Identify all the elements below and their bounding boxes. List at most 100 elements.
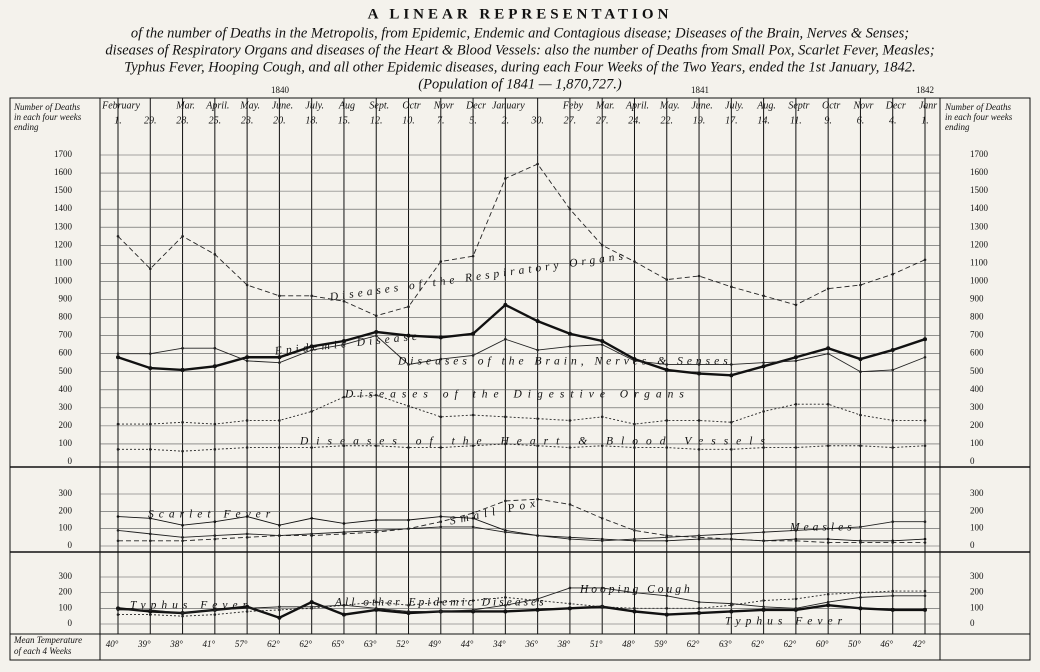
- point: [342, 530, 346, 534]
- point: [374, 607, 378, 610]
- point: [213, 253, 217, 256]
- point: [504, 603, 507, 607]
- point: [213, 448, 217, 451]
- y-tick-label: 1700: [54, 149, 73, 159]
- x-tick-label: 27.: [596, 115, 609, 126]
- point: [374, 444, 378, 448]
- point: [761, 607, 766, 612]
- point: [278, 446, 281, 449]
- x-tick-label: 1.: [921, 115, 929, 126]
- point: [633, 359, 636, 363]
- point: [504, 442, 507, 446]
- x-tick-label: 12.: [370, 115, 383, 126]
- y-tick-label: 0: [970, 456, 975, 466]
- series-line: [118, 587, 925, 614]
- point: [310, 348, 313, 352]
- y-tick-label: 1200: [970, 239, 989, 249]
- temperature: 46°: [880, 639, 893, 649]
- point: [826, 402, 830, 406]
- point: [180, 367, 185, 372]
- temperature: 65°: [332, 639, 345, 649]
- point: [891, 419, 895, 422]
- temperature: 48°: [622, 639, 635, 649]
- point: [310, 516, 313, 520]
- point: [148, 539, 152, 543]
- point: [762, 599, 765, 602]
- y-tick-label: 400: [970, 384, 984, 394]
- temperature: 36°: [524, 639, 538, 649]
- y-tick-label: 1600: [54, 167, 73, 177]
- y-tick-label: 800: [59, 312, 73, 322]
- point: [633, 422, 636, 426]
- x-tick-label: 11.: [790, 115, 802, 126]
- point: [374, 529, 378, 532]
- point: [407, 404, 410, 408]
- point: [730, 537, 733, 541]
- series-line: [117, 600, 925, 620]
- point: [471, 444, 475, 448]
- point: [826, 352, 830, 355]
- point: [794, 402, 798, 406]
- y-tick-label: 400: [59, 384, 73, 394]
- point: [116, 539, 120, 543]
- point: [213, 520, 217, 524]
- x-month-label: July.: [305, 100, 324, 111]
- x-month-label: Feby: [562, 100, 584, 111]
- point: [890, 607, 895, 612]
- point: [374, 334, 378, 337]
- point: [762, 605, 765, 609]
- point: [923, 444, 927, 448]
- point: [278, 605, 281, 609]
- point: [439, 415, 443, 419]
- series-label: Typhus Fever: [725, 616, 847, 628]
- point: [859, 413, 862, 417]
- y-tick-label: 1000: [970, 275, 989, 285]
- point: [730, 602, 733, 605]
- x-month-label: Mar.: [595, 100, 615, 111]
- point: [632, 609, 637, 614]
- y-tick-label: 1700: [970, 149, 989, 159]
- point: [439, 260, 443, 263]
- point: [923, 520, 927, 524]
- y-tick-label: 1400: [54, 203, 73, 213]
- point: [245, 359, 249, 363]
- temperature: 34°: [492, 639, 506, 649]
- axis-label: in each four weeks: [14, 112, 82, 122]
- x-tick-label: 20.: [273, 115, 286, 126]
- x-tick-label: 14.: [757, 115, 770, 126]
- point: [665, 607, 669, 610]
- y-tick-label: 600: [59, 348, 73, 358]
- point: [697, 600, 701, 604]
- point: [245, 446, 249, 449]
- point: [342, 343, 346, 346]
- series-label: Typhus Fever: [130, 600, 252, 612]
- point: [697, 274, 701, 278]
- point: [245, 515, 249, 518]
- point: [278, 523, 281, 527]
- x-tick-label: 24.: [628, 115, 641, 126]
- point: [148, 267, 152, 271]
- point: [891, 272, 895, 276]
- point: [859, 541, 862, 544]
- point: [697, 611, 702, 616]
- point: [406, 333, 411, 338]
- point: [181, 346, 184, 350]
- point: [407, 603, 410, 607]
- y-tick-label: 100: [59, 602, 73, 612]
- y-tick-label: 300: [59, 402, 73, 412]
- temperature: 38°: [169, 639, 183, 649]
- x-tick-label: 10.: [402, 115, 415, 126]
- y-tick-label: 800: [970, 312, 984, 322]
- series-label: Diseases of the Heart & Blood Vessels: [299, 436, 773, 448]
- point: [148, 532, 152, 536]
- chart-title: A LINEAR REPRESENTATION: [368, 6, 673, 22]
- point: [407, 305, 410, 308]
- x-month-label: Aug: [338, 100, 355, 111]
- point: [310, 294, 313, 298]
- point: [697, 419, 701, 422]
- series-label: Diseases of the Respiratory Organs: [328, 250, 628, 304]
- y-tick-label: 200: [970, 587, 984, 597]
- point: [794, 597, 798, 601]
- point: [341, 612, 346, 617]
- x-month-label: April.: [625, 100, 649, 111]
